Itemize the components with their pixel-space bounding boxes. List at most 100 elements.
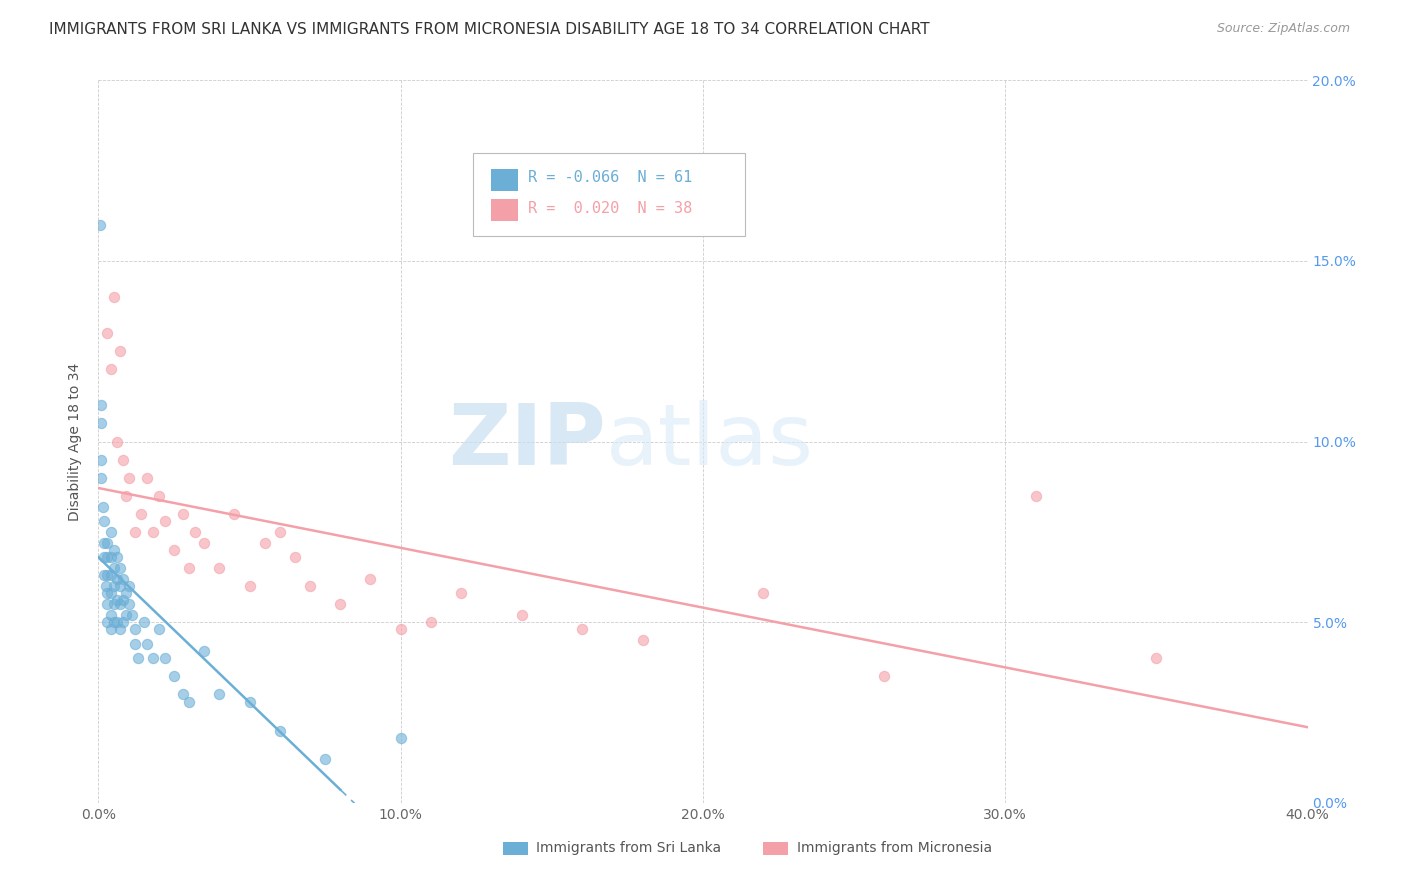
Point bbox=[105, 550, 128, 565]
Point bbox=[100, 550, 122, 565]
Point bbox=[108, 561, 131, 575]
Point bbox=[172, 507, 194, 521]
Point bbox=[132, 615, 155, 630]
Point bbox=[193, 644, 215, 658]
Point bbox=[91, 500, 114, 514]
Point bbox=[571, 623, 593, 637]
Point bbox=[127, 651, 149, 665]
Point bbox=[93, 568, 115, 582]
Point bbox=[90, 452, 112, 467]
Point bbox=[100, 524, 122, 539]
Point bbox=[100, 586, 122, 600]
Point bbox=[100, 568, 122, 582]
Text: Source: ZipAtlas.com: Source: ZipAtlas.com bbox=[1216, 22, 1350, 36]
Point bbox=[100, 623, 122, 637]
Point bbox=[193, 535, 215, 549]
Point bbox=[96, 535, 118, 549]
Point bbox=[269, 723, 291, 738]
Point bbox=[103, 597, 125, 611]
Point bbox=[93, 550, 115, 565]
Point bbox=[124, 637, 146, 651]
Point bbox=[121, 607, 143, 622]
Point bbox=[89, 218, 111, 232]
Point bbox=[124, 524, 146, 539]
Point bbox=[100, 362, 122, 376]
Point bbox=[179, 561, 201, 575]
Point bbox=[105, 593, 128, 607]
Point bbox=[184, 524, 207, 539]
Point bbox=[142, 524, 165, 539]
Point bbox=[111, 572, 134, 586]
Point bbox=[114, 586, 136, 600]
Point bbox=[93, 514, 115, 528]
Bar bbox=[492, 169, 517, 191]
Point bbox=[129, 507, 152, 521]
Point bbox=[111, 452, 134, 467]
Point bbox=[103, 615, 125, 630]
Point bbox=[118, 579, 141, 593]
Point bbox=[135, 637, 157, 651]
Point bbox=[873, 669, 896, 683]
Point bbox=[96, 586, 118, 600]
Point bbox=[111, 593, 134, 607]
Point bbox=[103, 579, 125, 593]
Point bbox=[103, 290, 125, 304]
Bar bbox=[492, 200, 517, 221]
Point bbox=[172, 687, 194, 701]
Point bbox=[142, 651, 165, 665]
Text: ZIP: ZIP bbox=[449, 400, 606, 483]
Point bbox=[148, 489, 170, 503]
Point bbox=[163, 542, 186, 557]
Text: R = -0.066  N = 61: R = -0.066 N = 61 bbox=[527, 170, 692, 186]
Bar bbox=[763, 842, 787, 855]
Point bbox=[389, 731, 412, 745]
Point bbox=[105, 572, 128, 586]
Point bbox=[114, 607, 136, 622]
Bar bbox=[503, 842, 527, 855]
Point bbox=[124, 623, 146, 637]
Point bbox=[153, 514, 176, 528]
Point bbox=[108, 344, 131, 359]
Point bbox=[1024, 489, 1046, 503]
Point bbox=[135, 471, 157, 485]
Point bbox=[93, 535, 115, 549]
Point bbox=[239, 579, 262, 593]
Point bbox=[111, 615, 134, 630]
Point bbox=[108, 579, 131, 593]
Point bbox=[510, 607, 533, 622]
Text: Immigrants from Sri Lanka: Immigrants from Sri Lanka bbox=[536, 840, 721, 855]
Point bbox=[118, 597, 141, 611]
Point bbox=[360, 572, 382, 586]
Text: Immigrants from Micronesia: Immigrants from Micronesia bbox=[797, 840, 993, 855]
Point bbox=[299, 579, 322, 593]
Point bbox=[284, 550, 307, 565]
Point bbox=[114, 489, 136, 503]
Point bbox=[631, 633, 654, 648]
Point bbox=[224, 507, 246, 521]
Point bbox=[108, 597, 131, 611]
Point bbox=[1144, 651, 1167, 665]
Point bbox=[103, 542, 125, 557]
Point bbox=[314, 752, 336, 766]
Point bbox=[208, 687, 231, 701]
Point bbox=[96, 615, 118, 630]
Point bbox=[208, 561, 231, 575]
Y-axis label: Disability Age 18 to 34: Disability Age 18 to 34 bbox=[69, 362, 83, 521]
Text: IMMIGRANTS FROM SRI LANKA VS IMMIGRANTS FROM MICRONESIA DISABILITY AGE 18 TO 34 : IMMIGRANTS FROM SRI LANKA VS IMMIGRANTS … bbox=[49, 22, 929, 37]
Text: R =  0.020  N = 38: R = 0.020 N = 38 bbox=[527, 201, 692, 216]
Point bbox=[179, 695, 201, 709]
Point bbox=[96, 597, 118, 611]
Point bbox=[100, 607, 122, 622]
Point bbox=[90, 417, 112, 431]
Point bbox=[96, 550, 118, 565]
Point bbox=[108, 623, 131, 637]
Point bbox=[163, 669, 186, 683]
Point bbox=[420, 615, 443, 630]
Text: atlas: atlas bbox=[606, 400, 814, 483]
Point bbox=[752, 586, 775, 600]
Point bbox=[253, 535, 276, 549]
Point bbox=[105, 615, 128, 630]
Point bbox=[96, 568, 118, 582]
Point bbox=[90, 471, 112, 485]
Point bbox=[96, 326, 118, 340]
